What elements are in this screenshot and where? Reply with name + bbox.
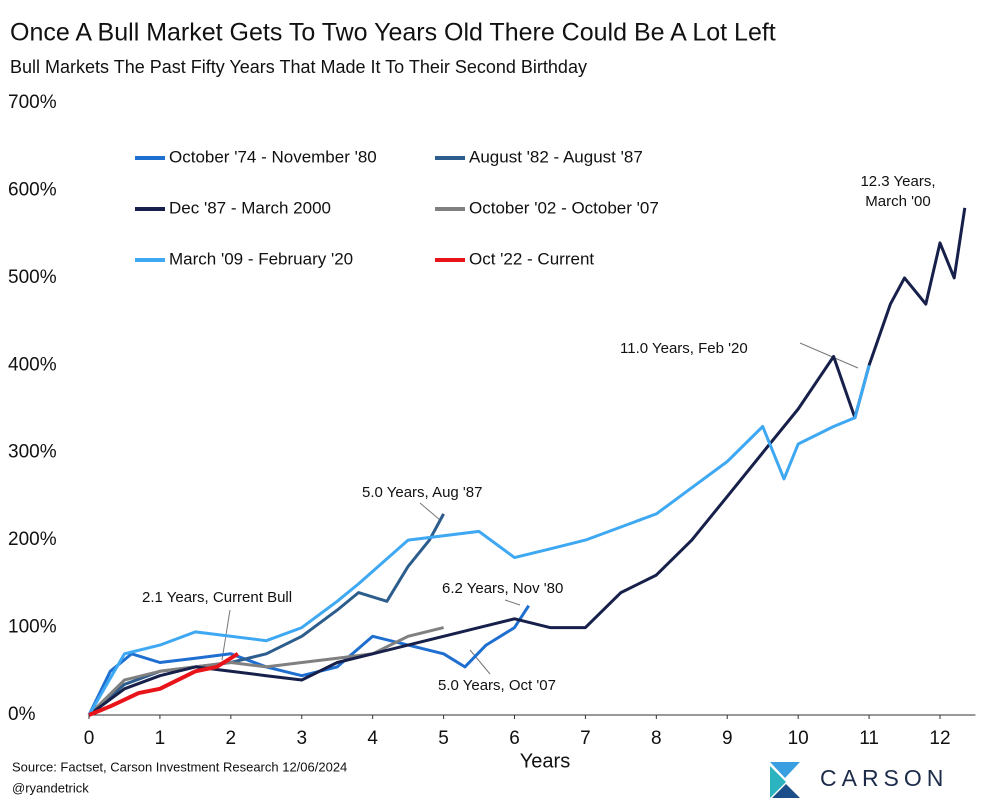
annotation-leader <box>419 502 441 521</box>
series-line <box>87 626 444 717</box>
y-tick-label: 100% <box>8 617 57 638</box>
y-tick-label: 500% <box>8 267 57 288</box>
series-line <box>88 513 445 717</box>
chart-subtitle: Bull Markets The Past Fifty Years That M… <box>10 57 587 77</box>
logo-icon <box>770 762 800 798</box>
annotation: 5.0 Years, Oct '07 <box>438 677 556 694</box>
annotation: 2.1 Years, Current Bull <box>142 589 292 606</box>
source: Source: Factset, Carson Investment Resea… <box>12 759 347 774</box>
legend-label: August '82 - August '87 <box>469 147 643 166</box>
x-tick-label: 7 <box>580 728 591 749</box>
annotation-leader <box>799 342 859 369</box>
legend-label: October '74 - November '80 <box>169 147 377 166</box>
x-tick-label: 3 <box>296 728 307 749</box>
annotation-leader <box>504 599 521 606</box>
series-line <box>88 207 967 717</box>
series-line <box>88 652 239 717</box>
x-axis-label: Years <box>520 750 570 772</box>
y-tick-label: 600% <box>8 179 57 200</box>
x-tick-label: 0 <box>84 728 95 749</box>
annotation: 12.3 Years, <box>860 173 935 190</box>
handle: @ryandetrick <box>12 780 89 795</box>
x-tick-label: 9 <box>722 728 733 749</box>
x-tick-label: 6 <box>509 728 520 749</box>
x-tick-label: 10 <box>788 728 809 749</box>
annotation: March '00 <box>865 193 930 210</box>
x-tick-label: 5 <box>438 728 449 749</box>
logo: CARSON <box>820 765 948 791</box>
y-tick-label: 700% <box>8 92 57 113</box>
x-tick-label: 2 <box>226 728 237 749</box>
legend-label: Oct '22 - Current <box>469 249 594 268</box>
y-tick-label: 0% <box>8 704 36 725</box>
y-tick-label: 200% <box>8 529 57 550</box>
x-tick-label: 12 <box>929 728 950 749</box>
y-tick-label: 300% <box>8 442 57 463</box>
series-line <box>87 364 871 716</box>
annotation: 6.2 Years, Nov '80 <box>442 580 563 597</box>
x-tick-label: 1 <box>155 728 166 749</box>
legend-label: March '09 - February '20 <box>169 249 353 268</box>
annotation: 11.0 Years, Feb '20 <box>620 340 748 357</box>
legend-label: October '02 - October '07 <box>469 198 659 217</box>
annotation: 5.0 Years, Aug '87 <box>362 484 482 501</box>
x-tick-label: 11 <box>859 728 879 749</box>
x-tick-label: 8 <box>651 728 662 749</box>
y-tick-label: 400% <box>8 354 57 375</box>
x-tick-label: 4 <box>367 728 378 749</box>
chart-title: Once A Bull Market Gets To Two Years Old… <box>10 19 776 47</box>
annotation-leader <box>469 649 491 675</box>
legend-label: Dec '87 - March 2000 <box>169 198 331 217</box>
